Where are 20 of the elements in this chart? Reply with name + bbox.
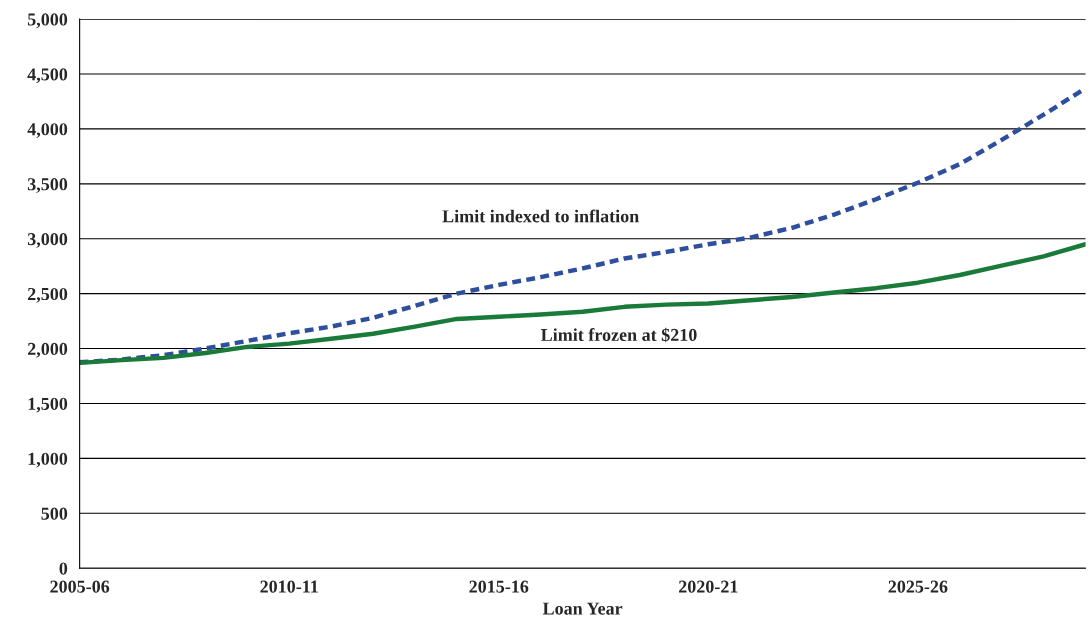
y-tick-label: 4,000 [27, 123, 68, 138]
y-tick-label: 500 [41, 507, 68, 520]
x-tick-label: 2015-16 [469, 580, 529, 593]
x-axis-title: Loan Year [542, 602, 623, 615]
line-series [79, 242, 1086, 366]
y-tick-label: 1,000 [28, 452, 68, 468]
x-tick-label: 2010-11 [260, 580, 318, 593]
y-tick-label: 2,500 [27, 287, 68, 303]
y-tick-label: 4,500 [27, 68, 68, 84]
y-tick-label: 3,500 [27, 178, 68, 193]
y-tick-label: 1,500 [28, 397, 68, 413]
series-label: Limit frozen at $210 [540, 327, 697, 343]
x-tick-label: 2005-06 [50, 580, 110, 593]
y-tick-label: 5,000 [27, 13, 68, 29]
y-tick-label: 3,000 [27, 233, 68, 248]
series-label: Limit indexed to inflation [442, 209, 639, 223]
x-tick-label: 2025-26 [888, 580, 948, 593]
x-tick-label: 2020-21 [679, 580, 738, 593]
y-tick-label: 0 [59, 562, 68, 575]
y-tick-label: 2,000 [27, 342, 68, 358]
